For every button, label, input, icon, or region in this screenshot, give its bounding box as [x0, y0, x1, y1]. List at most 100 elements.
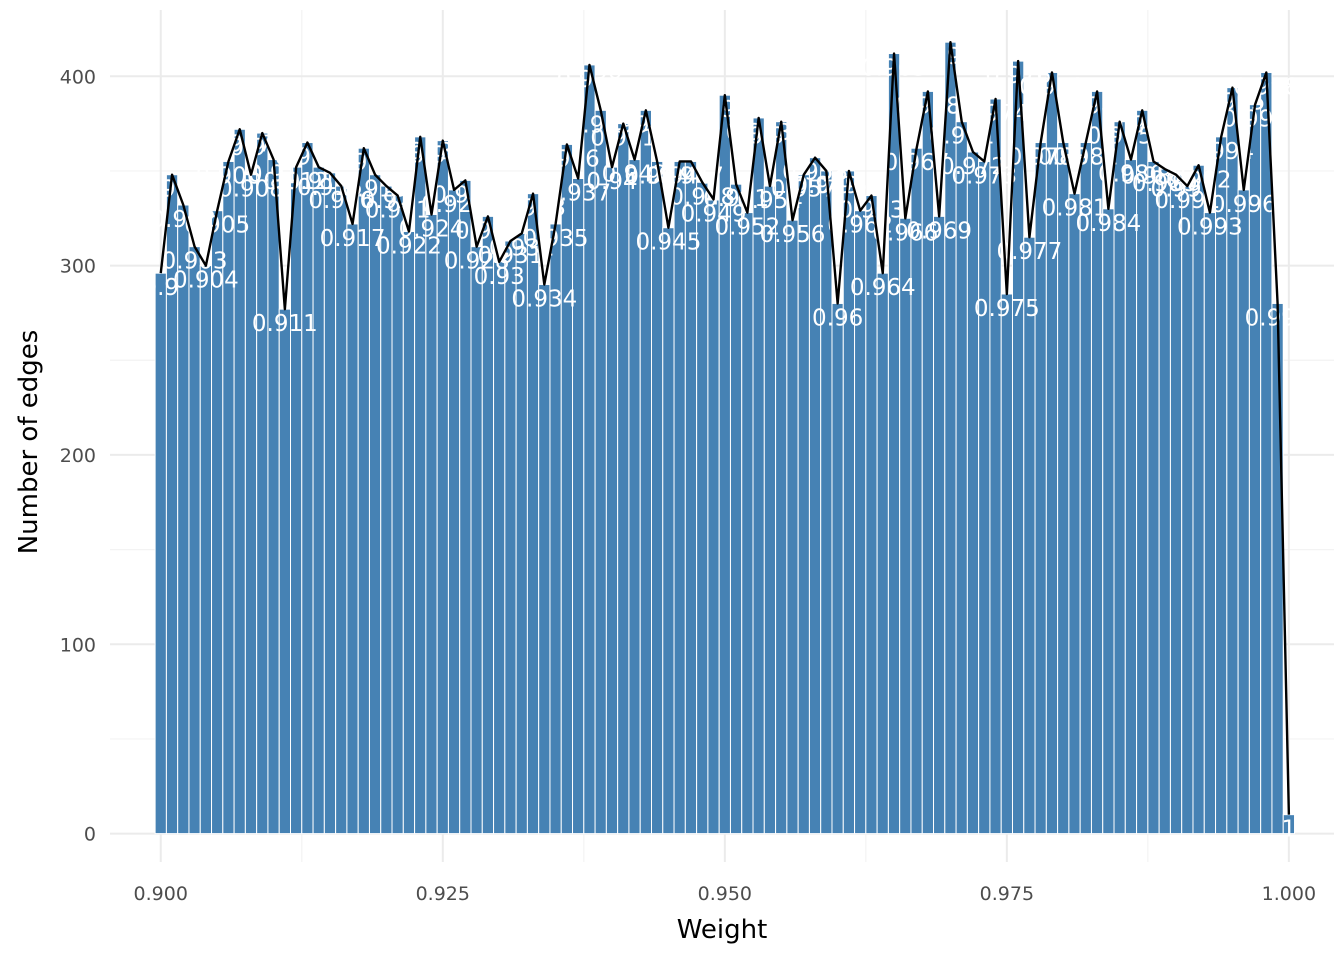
bar [335, 185, 348, 835]
bar-label: 0.94 [586, 169, 637, 195]
bar [1102, 208, 1115, 835]
bar [808, 157, 822, 835]
bar-label: 0.937 [545, 181, 611, 207]
y-axis-ticks: 0 100 200 300 400 [60, 66, 96, 845]
y-tick-label: 100 [60, 634, 96, 656]
x-tick-label: 0.950 [698, 883, 752, 905]
x-tick-label: 0.900 [134, 883, 188, 905]
bar [380, 185, 393, 835]
bar-label: 0.921 [365, 198, 431, 224]
bar [966, 151, 980, 835]
bar-label: 0.958 [782, 160, 848, 186]
bar-label: 0.952 [714, 215, 780, 241]
bar-label: 0.972 [940, 154, 1006, 180]
bar [1192, 164, 1205, 835]
bar-label: 0.911 [252, 311, 318, 337]
bar [188, 246, 201, 835]
bar [402, 231, 416, 835]
bar [650, 160, 664, 835]
bar [854, 210, 867, 835]
bar-label: 0.947 [658, 163, 724, 189]
bar-label: 0.957 [771, 177, 837, 203]
bar-label: 0.971 [929, 124, 995, 150]
bar [1203, 212, 1217, 835]
bar-label: 0.964 [850, 275, 916, 301]
bar [831, 302, 844, 835]
bar-label: 0.975 [974, 296, 1040, 322]
bar [741, 212, 754, 835]
x-axis-title: Weight [677, 915, 768, 945]
bar [538, 284, 551, 835]
y-axis-title: Number of edges [14, 330, 44, 555]
bar [549, 223, 562, 835]
bar [989, 98, 1002, 835]
bar [1147, 160, 1160, 835]
bar [978, 160, 991, 835]
bar [628, 159, 641, 835]
bar [368, 174, 382, 835]
x-tick-label: 0.975 [980, 883, 1034, 905]
bar-label: 0.969 [906, 218, 972, 244]
bar-label: 0.984 [1075, 211, 1141, 237]
y-tick-label: 200 [60, 445, 96, 467]
bar [707, 198, 720, 835]
bar-label: 0.973 [951, 163, 1017, 189]
bar-labels: 0.90.9010.9020.9030.9040.9050.9060.9070.… [139, 44, 1310, 842]
bar-label: 0.913 [274, 145, 340, 171]
bar [910, 147, 923, 835]
bar [933, 215, 946, 835]
bar-label: 0.932 [489, 235, 555, 261]
x-tick-label: 1.000 [1262, 883, 1316, 905]
bar [797, 174, 810, 835]
bar-label: 0.904 [173, 268, 239, 294]
bar [470, 246, 483, 835]
bar-label: 0.977 [996, 239, 1062, 265]
bar-label: 0.981 [1042, 196, 1108, 222]
bar [391, 195, 404, 835]
x-tick-label: 0.925 [416, 883, 470, 905]
bar [515, 232, 528, 835]
bar [1215, 136, 1228, 835]
bar [211, 210, 224, 835]
bar [639, 109, 652, 835]
y-tick-label: 400 [60, 66, 96, 88]
bar [1260, 71, 1273, 835]
bar [1023, 236, 1036, 835]
bar [267, 159, 280, 835]
bar-label: 0.909 [229, 135, 295, 161]
bar [673, 160, 686, 835]
bar-label: 0.934 [511, 287, 577, 313]
bar [289, 166, 303, 835]
bar [1158, 168, 1171, 835]
bar [921, 90, 935, 835]
bar-label: 0.917 [320, 226, 386, 252]
bar [278, 308, 291, 835]
bar [594, 109, 607, 835]
bar [786, 219, 799, 835]
bar [1068, 193, 1081, 835]
bar [244, 174, 258, 835]
bars [154, 41, 1296, 835]
bar [504, 240, 517, 835]
bar-label: 1 [1282, 817, 1297, 843]
bar [154, 272, 167, 835]
bar-label: 0.962 [827, 213, 893, 239]
bar [1181, 185, 1194, 835]
x-axis-ticks: 0.900 0.925 0.950 0.975 1.000 [134, 883, 1317, 905]
bar [301, 142, 314, 835]
bar-label: 0.915 [297, 175, 363, 201]
bar [572, 178, 585, 835]
bar-label: 0.96 [812, 305, 863, 331]
bar-label: 0.902 [150, 207, 216, 233]
bar-label: 0.945 [635, 230, 701, 256]
bar [662, 227, 675, 835]
bar-label: 0.931 [478, 243, 544, 269]
bar [256, 132, 269, 835]
bar [481, 215, 495, 835]
bar [842, 170, 856, 835]
bar [1079, 142, 1092, 835]
bar [1237, 189, 1250, 835]
bar-label: 0.908 [218, 177, 284, 203]
bar [696, 181, 709, 835]
